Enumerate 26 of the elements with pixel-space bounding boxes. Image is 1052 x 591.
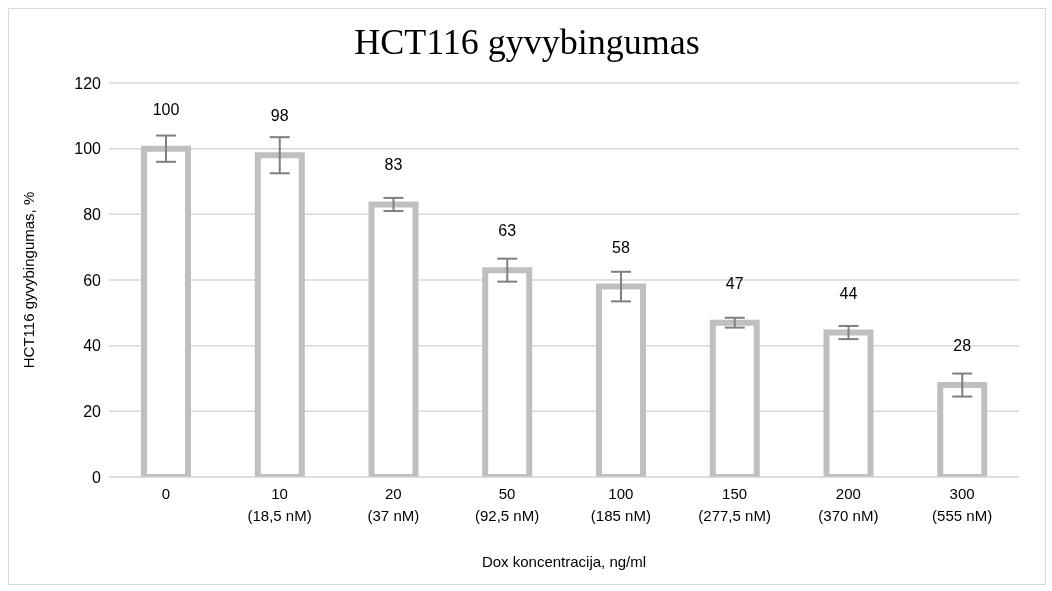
y-tick-label: 80 <box>83 206 102 224</box>
data-label: 28 <box>953 337 972 355</box>
data-label: 98 <box>270 107 289 125</box>
x-axis-title: Dox koncentracija, ng/ml <box>481 553 647 570</box>
x-tick-label: 10 (18,5 nM) <box>247 485 312 524</box>
y-tick-label: 0 <box>92 468 102 486</box>
data-label: 83 <box>384 156 403 174</box>
data-label: 47 <box>725 274 744 292</box>
x-tick-label: 20 (37 nM) <box>367 485 420 524</box>
x-tick-label: 100 (185 nM) <box>590 485 651 524</box>
y-tick-label: 60 <box>83 271 102 289</box>
x-tick-label: 0 <box>161 485 171 502</box>
chart-title: HCT116 gyvybingumas <box>353 21 701 64</box>
data-label: 44 <box>839 284 858 302</box>
y-tick-label: 40 <box>83 337 102 355</box>
y-axis-title: HCT116 gyvybingumas, % <box>20 191 38 369</box>
y-tick-label: 20 <box>83 403 102 421</box>
data-label: 100 <box>152 100 180 118</box>
x-tick-label: 150 (277,5 nM) <box>698 485 771 524</box>
x-tick-label: 300 (555 nM) <box>932 485 993 524</box>
x-tick-label: 50 (92,5 nM) <box>475 485 540 524</box>
data-label: 58 <box>612 238 630 256</box>
y-tick-label: 100 <box>74 140 102 158</box>
y-tick-label: 120 <box>74 74 102 92</box>
x-tick-label: 200 (370 nM) <box>818 485 879 524</box>
data-label: 63 <box>498 222 517 240</box>
